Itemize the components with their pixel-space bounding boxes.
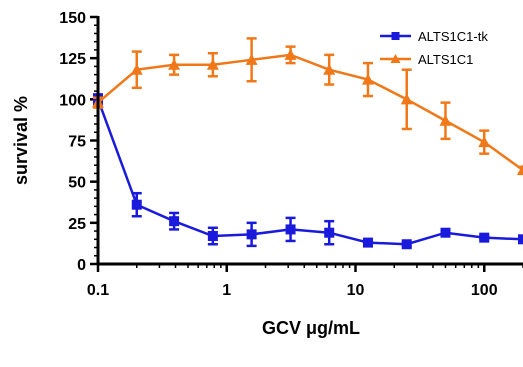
series-line [97, 53, 523, 172]
data-point [439, 114, 452, 126]
y-tick-label: 150 [59, 10, 86, 27]
data-point [284, 48, 297, 60]
data-point [362, 237, 373, 248]
series-line [96, 98, 523, 246]
data-point [285, 224, 296, 235]
data-point [245, 53, 258, 65]
data-point [518, 234, 523, 245]
series-ALTS1C1-tk [93, 93, 523, 250]
data-point [324, 227, 335, 238]
series-layer [92, 37, 523, 250]
y-axis-title: survival % [11, 96, 31, 185]
legend-marker [390, 54, 401, 63]
series-ALTS1C1 [92, 37, 523, 176]
y-tick-label: 75 [68, 134, 86, 151]
y-tick-label: 100 [59, 92, 86, 109]
x-axis-title: GCV μg/mL [262, 318, 360, 338]
data-point [206, 58, 219, 70]
data-point [130, 63, 143, 75]
data-point [323, 63, 336, 75]
legend-marker [391, 32, 400, 40]
legend-label: ALTS1C1-tk [418, 29, 488, 44]
tick-layer: 0 25 50 75 100 125 150 0.1 1 10 100 [59, 10, 523, 299]
legend: ALTS1C1-tk ALTS1C1 [380, 29, 488, 67]
legend-label: ALTS1C1 [418, 52, 473, 67]
y-tick-label: 50 [68, 175, 86, 192]
data-point [517, 164, 523, 176]
x-tick-label: 10 [347, 282, 365, 299]
x-tick-label: 100 [471, 282, 498, 299]
data-point [131, 199, 142, 210]
data-point [246, 229, 257, 240]
data-point [478, 136, 491, 148]
axes-layer [96, 16, 523, 266]
x-tick-label: 0.1 [87, 282, 109, 299]
x-tick-label: 1 [222, 282, 231, 299]
data-point [440, 227, 451, 238]
data-point [361, 73, 374, 85]
y-tick-label: 0 [77, 257, 86, 274]
data-point [479, 232, 490, 243]
data-point [401, 239, 412, 250]
data-point [400, 93, 413, 105]
y-tick-label: 125 [59, 51, 86, 68]
y-tick-label: 25 [68, 216, 86, 233]
data-point [168, 58, 181, 70]
data-point [169, 216, 180, 227]
data-point [207, 231, 218, 242]
